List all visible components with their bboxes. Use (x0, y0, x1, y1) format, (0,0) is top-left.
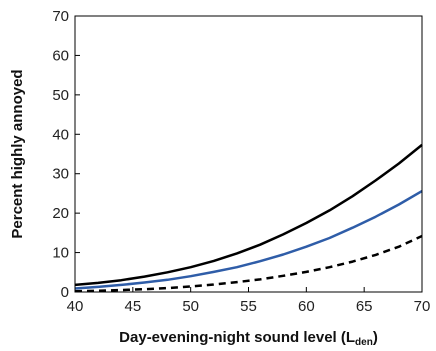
x-axis-label: Day-evening-night sound level (Lden) (119, 329, 378, 348)
x-tick-label: 60 (298, 298, 315, 315)
y-axis-label: Percent highly annoyed (9, 69, 26, 238)
series-lines (74, 143, 423, 293)
x-tick-label: 55 (240, 298, 257, 315)
y-tick-label: 0 (61, 284, 69, 301)
x-tick-label: 65 (356, 298, 373, 315)
x-tick-label: 40 (67, 298, 84, 315)
series-line-blue (74, 190, 423, 290)
x-axis-label-suffix: ) (373, 329, 378, 346)
series-line-black (74, 143, 423, 287)
series-line-dashed (74, 234, 423, 293)
y-tick-label: 20 (52, 205, 69, 222)
x-tick-label: 45 (124, 298, 141, 315)
y-tick-label: 50 (52, 87, 69, 104)
x-axis-label-main: Day-evening-night sound level (L (119, 329, 355, 346)
y-tick-label: 30 (52, 166, 69, 183)
y-tick-label: 10 (52, 245, 69, 262)
x-axis-label-subscript: den (355, 337, 373, 348)
x-axis-ticks: 40 45 50 55 60 65 70 (67, 287, 431, 315)
y-tick-label: 60 (52, 47, 69, 64)
x-tick-label: 50 (182, 298, 199, 315)
y-tick-label: 40 (52, 126, 69, 143)
y-tick-label: 70 (52, 8, 69, 25)
plot-frame (74, 15, 423, 293)
y-axis-ticks: 0 10 20 30 40 50 60 70 (52, 8, 80, 301)
x-tick-label: 70 (414, 298, 431, 315)
